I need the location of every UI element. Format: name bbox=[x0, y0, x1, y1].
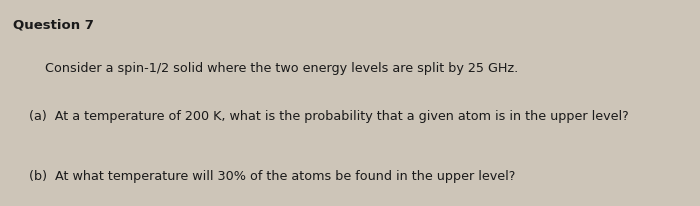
Text: Consider a spin-1/2 solid where the two energy levels are split by 25 GHz.: Consider a spin-1/2 solid where the two … bbox=[13, 62, 518, 75]
Text: (b)  At what temperature will 30% of the atoms be found in the upper level?: (b) At what temperature will 30% of the … bbox=[13, 169, 515, 182]
Text: (a)  At a temperature of 200 K, what is the probability that a given atom is in : (a) At a temperature of 200 K, what is t… bbox=[13, 109, 629, 122]
Text: Question 7: Question 7 bbox=[13, 19, 94, 32]
